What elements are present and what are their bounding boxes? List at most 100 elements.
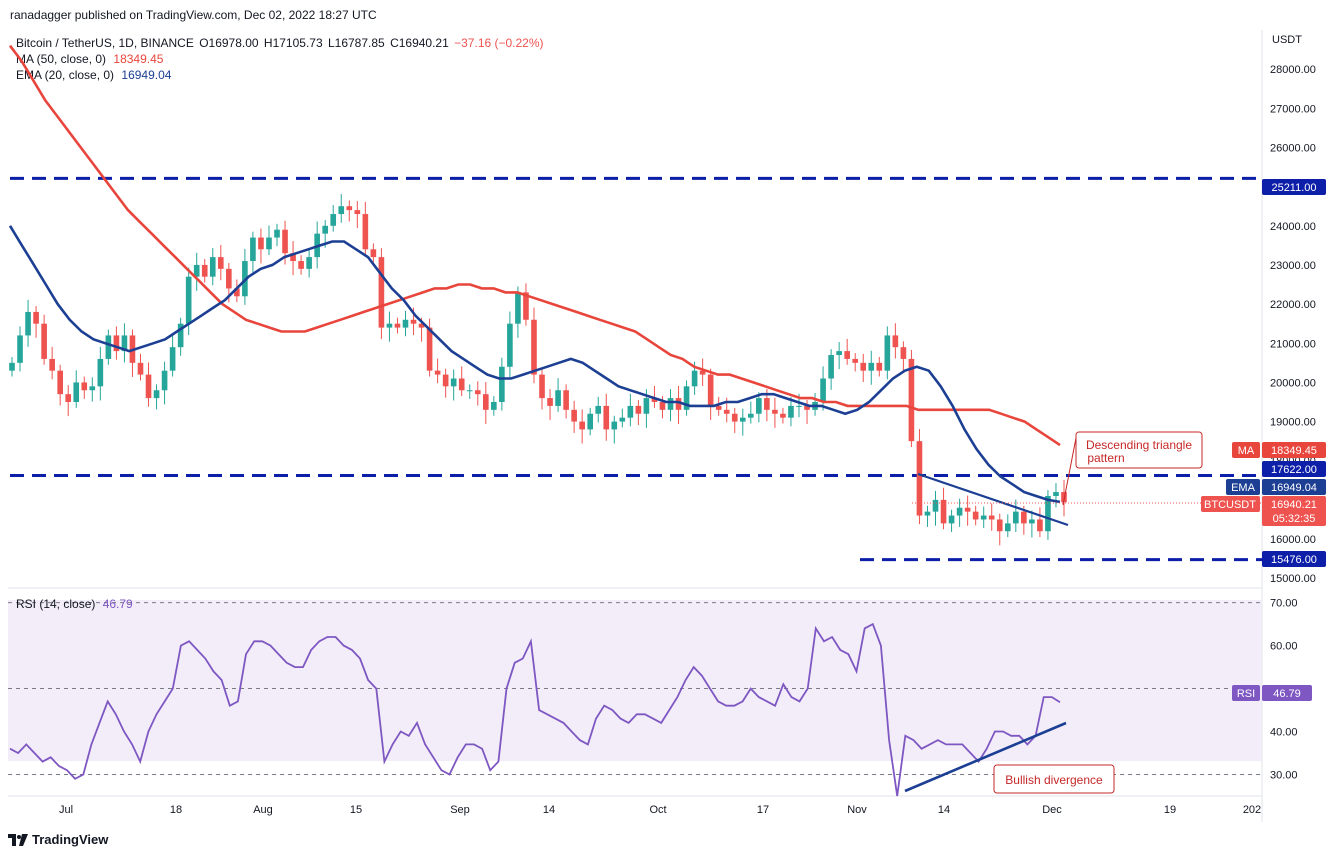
- candle-body: [739, 417, 746, 422]
- candle-body: [563, 390, 569, 410]
- candle-body: [450, 378, 457, 387]
- candle-body: [105, 335, 112, 359]
- candle-body: [531, 319, 537, 375]
- candle-body: [772, 409, 778, 414]
- badge-ema[interactable]: EMA 16949.04: [1226, 479, 1326, 495]
- candle-body: [185, 276, 192, 324]
- triangle-callout-pointer: [1062, 437, 1077, 506]
- candle-body: [330, 214, 337, 226]
- symbol-name[interactable]: Bitcoin / TetherUS, 1D, BINANCE: [16, 36, 194, 50]
- candle-body: [579, 421, 585, 430]
- price-tick-label: 19000.00: [1270, 417, 1316, 429]
- time-tick-label: Aug: [253, 804, 273, 816]
- candle-body: [370, 249, 377, 258]
- candle-body: [619, 417, 626, 422]
- candle-body: [988, 515, 995, 520]
- candle-body: [25, 311, 31, 336]
- divergence-callout-box[interactable]: [993, 764, 1115, 794]
- candle-body: [201, 264, 208, 277]
- candle-body: [41, 323, 47, 359]
- candle-body: [635, 405, 642, 414]
- candle-body: [394, 323, 401, 328]
- badge-support[interactable]: 15476.00: [1262, 551, 1326, 567]
- candle-body: [876, 362, 883, 371]
- ma-legend-value: 18349.45: [113, 52, 164, 66]
- price-tick-label: 16000.00: [1270, 534, 1316, 546]
- triangle-callout-line1: Descending triangle: [1086, 438, 1192, 452]
- candle-body: [434, 370, 441, 375]
- ema20-line: [8, 225, 1061, 504]
- time-tick-label: Sep: [450, 804, 470, 816]
- price-tick-label: 23000.00: [1270, 260, 1316, 272]
- change-value: −37.16 (−0.22%): [454, 36, 544, 50]
- ema-legend[interactable]: EMA (20, close, 0) 16949.04: [16, 68, 171, 82]
- triangle-callout-box[interactable]: [1075, 431, 1203, 469]
- candle-body: [747, 413, 754, 418]
- candle-body: [474, 390, 481, 395]
- candle-body: [892, 335, 899, 348]
- badge-ma[interactable]: MA 18349.45: [1232, 442, 1326, 458]
- badge-last-price[interactable]: BTCUSDT 16940.21 05:32:35: [1201, 496, 1326, 526]
- ma-legend[interactable]: MA (50, close, 0) 18349.45: [16, 52, 163, 66]
- candle-body: [161, 370, 168, 391]
- badge-ma-value: 18349.45: [1271, 445, 1317, 457]
- open-value: O16978.00: [199, 36, 259, 50]
- candle-body: [555, 390, 561, 406]
- candle-body: [169, 347, 176, 371]
- candle-body: [940, 499, 947, 524]
- badge-support-text: 15476.00: [1271, 554, 1317, 566]
- candle-body: [852, 358, 859, 363]
- candle-body: [731, 413, 738, 422]
- candle-body: [683, 386, 690, 410]
- candle-body: [402, 319, 409, 328]
- candle-body: [9, 362, 15, 371]
- candle-body: [177, 323, 184, 348]
- candle-body: [442, 374, 449, 387]
- time-axis: Jul 18 Aug 15 Sep 14 Oct 17 Nov 14 Dec 19 202: [59, 804, 1261, 816]
- rsi-line: [9, 622, 1061, 797]
- price-tick-label: 27000.00: [1270, 103, 1316, 115]
- candle-body: [274, 229, 280, 238]
- candle-body: [209, 257, 216, 277]
- tradingview-logo[interactable]: TradingView: [8, 832, 108, 847]
- badge-resistance-high[interactable]: 25211.00: [1262, 179, 1326, 195]
- candle-body: [547, 398, 553, 406]
- candle-body: [603, 405, 610, 430]
- candle-body: [1021, 511, 1027, 524]
- candle-body: [675, 398, 682, 410]
- badge-resistance-low[interactable]: 17622.00: [1262, 461, 1326, 477]
- rsi-legend[interactable]: RSI (14, close) 46.79: [16, 597, 133, 611]
- time-tick-label: Nov: [847, 804, 867, 816]
- candle-body: [499, 366, 505, 402]
- candle-body: [611, 421, 618, 430]
- badge-rsi[interactable]: RSI 46.79: [1232, 685, 1312, 701]
- candle-body: [65, 394, 72, 402]
- candle-body: [1029, 519, 1035, 524]
- candle-body: [651, 398, 658, 402]
- candle-body: [587, 413, 594, 430]
- candle-body: [707, 374, 714, 406]
- rsi-tick-label: 40.00: [1270, 727, 1298, 739]
- candle-body: [780, 413, 786, 418]
- candle-body: [828, 355, 834, 379]
- candle-body: [595, 405, 602, 414]
- ma50-line: [8, 44, 1061, 447]
- candle-body: [1061, 492, 1067, 503]
- badge-resistance-high-text: 25211.00: [1271, 182, 1316, 194]
- ema-legend-label: EMA (20, close, 0): [16, 68, 115, 82]
- candle-body: [137, 362, 144, 375]
- candle-body: [932, 499, 939, 512]
- time-tick-label: 14: [543, 804, 555, 816]
- candle-body: [298, 261, 304, 269]
- candle-body: [322, 225, 329, 234]
- candle-body: [1053, 492, 1059, 496]
- rsi-legend-label: RSI (14, close): [16, 597, 96, 611]
- candle-body: [378, 257, 385, 328]
- descending-trendline: [917, 472, 1069, 527]
- candle-body: [338, 206, 345, 215]
- candle-body: [980, 515, 987, 520]
- candle-body: [868, 362, 875, 371]
- candle-body: [81, 382, 88, 391]
- badge-rsi-value: 46.79: [1273, 688, 1301, 700]
